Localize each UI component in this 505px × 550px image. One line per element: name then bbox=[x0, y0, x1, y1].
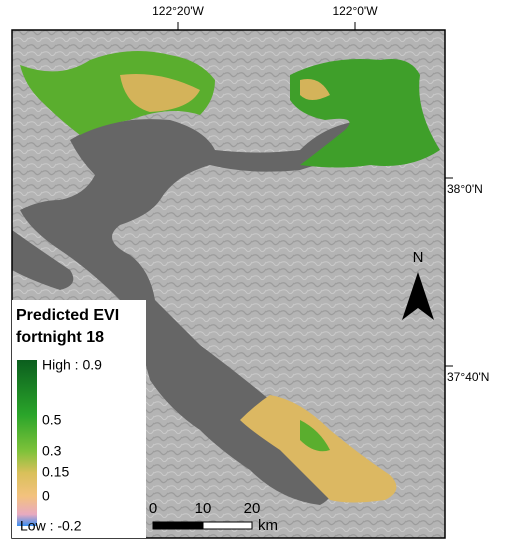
north-label: N bbox=[413, 249, 424, 266]
vegetation-suisun bbox=[290, 59, 440, 168]
vegetation-suisun-low bbox=[300, 79, 330, 100]
legend: Predicted EVI fortnight 18 High : 0.9 0.… bbox=[12, 300, 146, 538]
scale-tick-label: 0 bbox=[149, 500, 157, 517]
scale-segment bbox=[202, 521, 253, 530]
latitude-label: 37°40'N bbox=[447, 370, 489, 384]
legend-label: 0.5 bbox=[42, 412, 62, 428]
vegetation-north-bay bbox=[20, 51, 215, 135]
north-arrow-right bbox=[418, 272, 434, 320]
longitude-label: 122°20'W bbox=[152, 4, 204, 18]
legend-title: Predicted EVI bbox=[16, 307, 119, 324]
legend-label: 0.3 bbox=[42, 443, 62, 459]
longitude-label: 122°0'W bbox=[332, 4, 378, 18]
bay-water bbox=[20, 119, 385, 505]
legend-label: 0.15 bbox=[42, 464, 69, 480]
legend-label: High : 0.9 bbox=[42, 357, 102, 373]
vegetation-north-bay-low bbox=[120, 74, 200, 112]
north-arrow-left bbox=[402, 272, 418, 320]
vegetation-south-bay-green bbox=[300, 420, 330, 452]
north-arrow: N bbox=[402, 249, 434, 320]
latitude-label: 38°0'N bbox=[447, 182, 483, 196]
scale-unit: km bbox=[258, 517, 278, 534]
legend-color-ramp bbox=[17, 360, 37, 526]
legend-label: Low : -0.2 bbox=[20, 518, 82, 534]
scale-tick-label: 20 bbox=[244, 500, 261, 517]
scale-bar: 0 10 20 km bbox=[149, 500, 278, 534]
scale-tick-label: 10 bbox=[195, 500, 212, 517]
legend-title: fortnight 18 bbox=[16, 329, 104, 346]
scale-segment bbox=[152, 521, 204, 530]
map-frame bbox=[11, 29, 446, 539]
legend-label: 0 bbox=[42, 488, 50, 504]
ocean bbox=[12, 230, 74, 290]
